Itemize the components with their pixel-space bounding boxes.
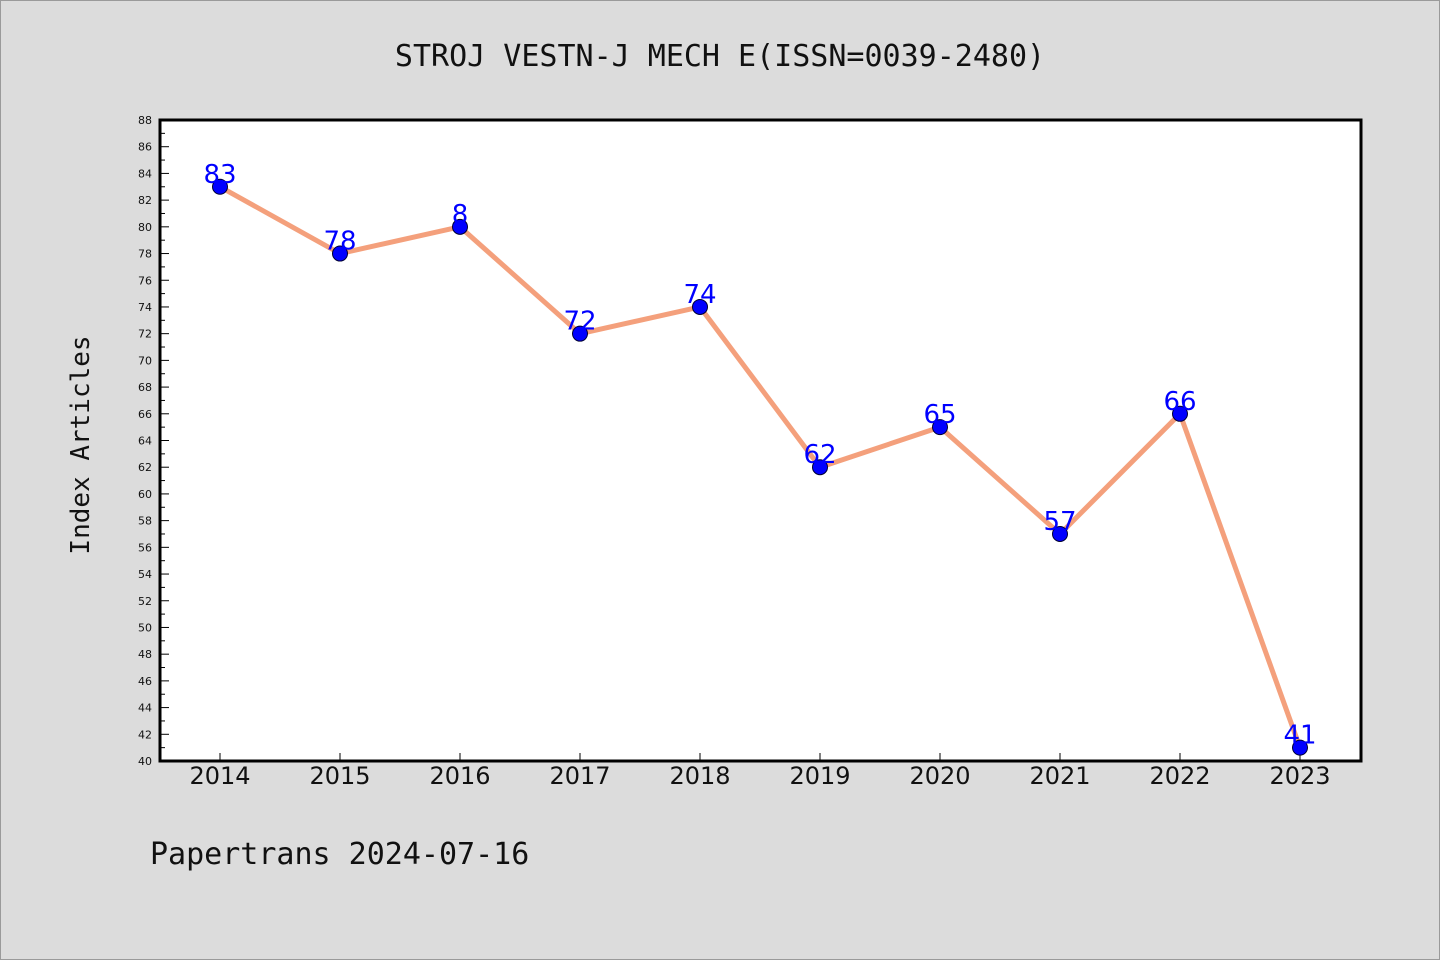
x-axis-ticks: 2014 2015 2016 2017 2018 2019 2020 2021 2022 2023 — [189, 753, 1331, 790]
y-tick-label: 54 — [138, 568, 152, 581]
y-tick-label: 46 — [138, 675, 152, 688]
data-point-label: 57 — [1043, 507, 1076, 537]
y-tick-label: 84 — [138, 167, 152, 180]
x-tick-label: 2015 — [309, 762, 370, 790]
y-tick-label: 60 — [138, 488, 152, 501]
y-tick-label: 66 — [138, 408, 152, 421]
footer-text: Papertrans 2024-07-16 — [150, 837, 529, 872]
y-tick-label: 68 — [138, 381, 152, 394]
y-tick-label: 62 — [138, 461, 152, 474]
x-tick-label: 2018 — [669, 762, 730, 790]
x-tick-label: 2020 — [909, 762, 970, 790]
data-point-marker — [212, 178, 228, 195]
data-point-marker — [1052, 525, 1068, 542]
data-point-marker — [692, 298, 708, 315]
data-point-label: 83 — [203, 160, 236, 190]
data-point-marker — [332, 245, 348, 262]
chart-title: STROJ VESTN-J MECH E(ISSN=0039-2480) — [395, 39, 1045, 74]
x-tick-label: 2021 — [1029, 762, 1090, 790]
y-tick-label: 58 — [138, 515, 152, 528]
x-tick-label: 2022 — [1149, 762, 1210, 790]
series-line — [217, 184, 1303, 751]
y-tick-label: 44 — [138, 702, 152, 715]
y-tick-label: 76 — [138, 274, 152, 287]
y-tick-label: 88 — [138, 114, 152, 127]
y-tick-label: 72 — [138, 328, 152, 341]
plot-area — [158, 118, 1363, 763]
y-tick-label: 86 — [138, 141, 152, 154]
data-point-label: 78 — [323, 227, 356, 257]
data-point-label: 62 — [803, 440, 836, 470]
data-point-label: 41 — [1283, 721, 1316, 751]
data-point-label: 8 — [452, 200, 469, 230]
y-tick-label: 40 — [138, 755, 152, 768]
y-axis-label: Index Articles — [66, 335, 96, 554]
y-axis-ticks: 40 42 44 46 48 50 52 54 56 58 60 62 64 66 68 70 72 74 76 78… — [138, 114, 169, 768]
y-tick-label: 82 — [138, 194, 152, 207]
series-line-group: 83 78 8 72 74 62 65 57 66 41 — [203, 160, 1317, 756]
data-point-marker — [452, 218, 468, 235]
y-tick-label: 56 — [138, 541, 152, 554]
data-point-label: 72 — [563, 307, 596, 337]
data-point-label: 74 — [683, 280, 716, 310]
data-point-label: 66 — [1163, 387, 1196, 417]
data-point-marker — [932, 419, 948, 436]
y-tick-label: 70 — [138, 354, 152, 367]
x-tick-label: 2017 — [549, 762, 610, 790]
data-point-marker — [812, 459, 828, 476]
x-tick-label: 2016 — [429, 762, 490, 790]
data-point-label: 65 — [923, 400, 956, 430]
data-point-marker — [1292, 739, 1308, 756]
y-tick-label: 74 — [138, 301, 152, 314]
y-tick-label: 42 — [138, 728, 152, 741]
x-tick-label: 2023 — [1269, 762, 1330, 790]
data-point-marker — [572, 325, 588, 342]
y-tick-label: 78 — [138, 248, 152, 261]
y-tick-label: 48 — [138, 648, 152, 661]
x-tick-label: 2014 — [189, 762, 250, 790]
y-tick-label: 64 — [138, 435, 152, 448]
y-tick-label: 80 — [138, 221, 152, 234]
y-tick-label: 52 — [138, 595, 152, 608]
x-tick-label: 2019 — [789, 762, 850, 790]
data-point-marker — [1172, 405, 1188, 422]
y-tick-label: 50 — [138, 621, 152, 634]
